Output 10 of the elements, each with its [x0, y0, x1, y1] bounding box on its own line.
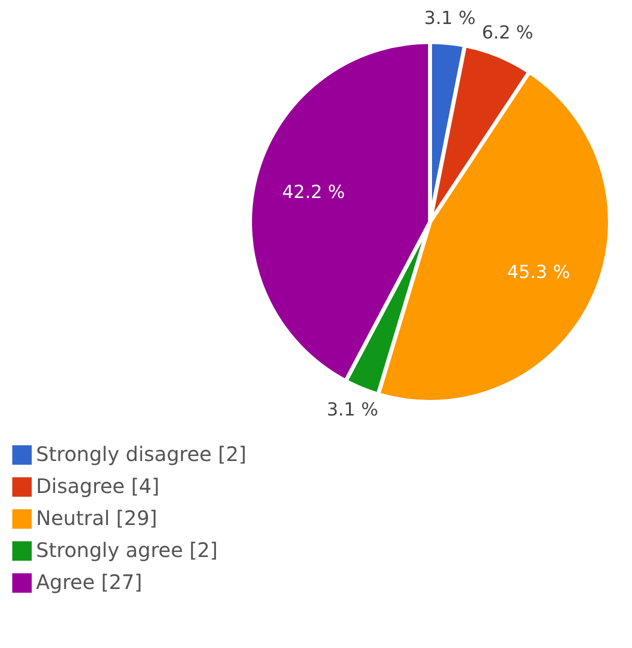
legend-label: Agree [27] — [36, 570, 142, 594]
legend-label: Strongly agree [2] — [36, 538, 218, 562]
legend-label: Neutral [29] — [36, 506, 158, 530]
data-label: 42.2 % — [282, 182, 345, 204]
legend-label: Strongly disagree [2] — [36, 442, 246, 466]
legend-label: Disagree [4] — [36, 474, 160, 498]
data-label: 3.1 % — [424, 8, 476, 29]
data-label: 45.3 % — [507, 262, 570, 283]
data-label: 3.1 % — [326, 400, 378, 421]
data-label: 6.2 % — [482, 22, 534, 44]
